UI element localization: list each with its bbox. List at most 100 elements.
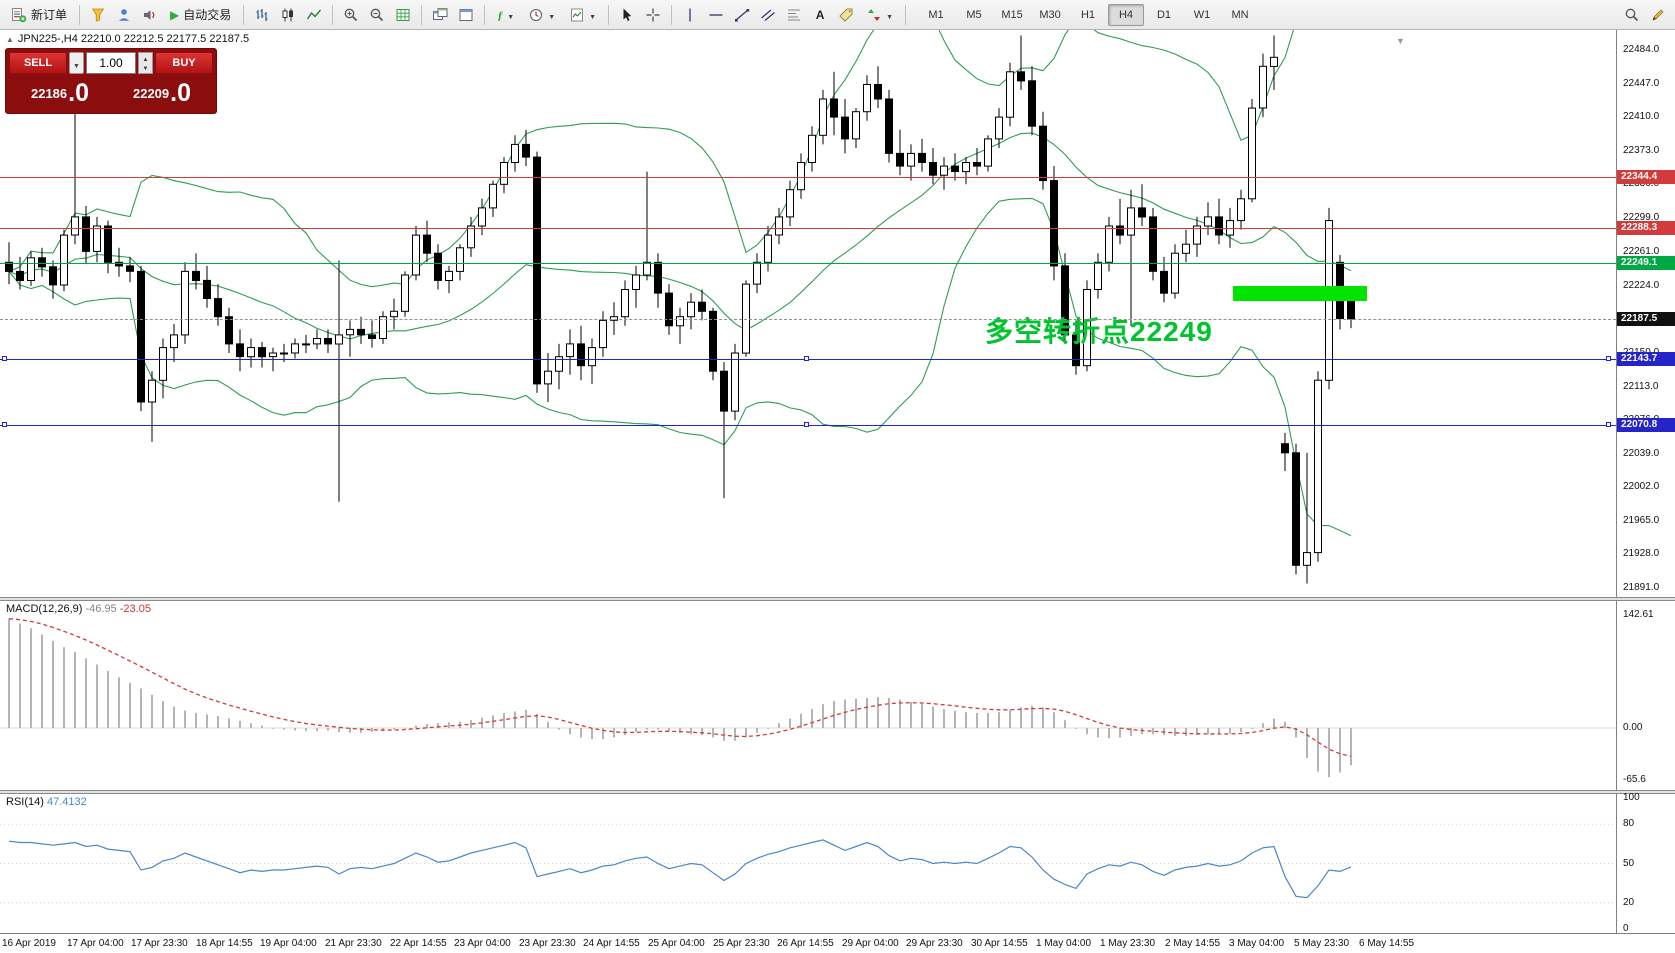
search-button[interactable]	[1620, 3, 1644, 27]
volume-input[interactable]	[86, 52, 136, 74]
rsi-scale-tick: 50	[1623, 858, 1635, 869]
line-handle[interactable]	[1606, 356, 1611, 361]
tile-windows-button[interactable]	[428, 3, 452, 27]
new-order-button[interactable]: 新订单	[5, 3, 73, 27]
chart-plot[interactable]: ▲ JPN225-,H4 22210.0 22212.5 22177.5 221…	[0, 30, 1616, 597]
tab-timeframe-M5[interactable]: M5	[966, 8, 982, 21]
line-handle[interactable]	[804, 356, 809, 361]
trendline-button[interactable]	[730, 3, 754, 27]
time-axis-label: 3 May 04:00	[1229, 938, 1285, 949]
current-price-badge: 22187.5	[1617, 312, 1675, 326]
line-handle[interactable]	[2, 422, 7, 427]
macd-scale-tick: 0.00	[1623, 722, 1643, 733]
buy-price[interactable]: 22209 .0	[111, 76, 213, 110]
arrows-button[interactable]: ▼	[860, 3, 899, 27]
bar-chart-icon	[254, 7, 270, 23]
channel-button[interactable]	[756, 3, 780, 27]
tab-timeframe-H4[interactable]: H4	[1108, 3, 1145, 26]
bar-chart-button[interactable]	[250, 3, 274, 27]
annotation-text[interactable]: 多空转折点22249	[985, 316, 1213, 347]
toolbar-separator	[671, 4, 673, 25]
macd-chart[interactable]	[0, 601, 1616, 790]
horizontal-level-line[interactable]	[0, 263, 1616, 264]
line-handle[interactable]	[2, 356, 7, 361]
fibonacci-button[interactable]	[782, 3, 806, 27]
candlestick-chart-button[interactable]	[276, 3, 300, 27]
highlight-rectangle[interactable]	[1233, 286, 1367, 301]
tab-timeframe-H1[interactable]: H1	[1080, 8, 1096, 21]
macd-axis[interactable]: 142.61 0.00 -65.6	[1616, 601, 1675, 790]
line-handle[interactable]	[1606, 422, 1611, 427]
chart-caption-text: JPN225-,H4 22210.0 22212.5 22177.5 22187…	[17, 33, 250, 45]
chevron-down-icon: ▼	[886, 14, 894, 21]
buy-button[interactable]: BUY	[155, 52, 213, 74]
new-window-button[interactable]	[454, 3, 478, 27]
trendline-icon	[734, 7, 750, 23]
price-tick: 21965.0	[1623, 514, 1660, 526]
time-axis-label: 1 May 04:00	[1036, 938, 1092, 949]
rsi-panel: RSI(14) 47.4132 100 80 50 20 0	[0, 792, 1675, 934]
tab-timeframe-D1[interactable]: D1	[1156, 8, 1172, 21]
market-watch-button[interactable]	[86, 3, 110, 27]
rsi-chart[interactable]	[0, 794, 1616, 933]
rsi-label: RSI(14)	[6, 796, 44, 808]
autotrading-button[interactable]: ▶ 自动交易	[164, 3, 237, 27]
zoom-in-button[interactable]	[339, 3, 363, 27]
panel-splitter[interactable]	[0, 790, 1675, 794]
time-axis[interactable]: 16 Apr 2019 17 Apr 04:00 17 Apr 23:30 18 Ap…	[0, 933, 1675, 953]
new-order-icon	[11, 7, 27, 23]
grid-button[interactable]	[391, 3, 415, 27]
one-click-trading-panel: SELL ▼ ▲ ▼ BUY 22186 .0 22209	[5, 48, 217, 114]
cursor-button[interactable]	[615, 3, 639, 27]
price-tick: 22373.0	[1623, 144, 1660, 156]
profile-button[interactable]	[112, 3, 136, 27]
price-tick: 22039.0	[1623, 447, 1660, 459]
horizontal-level-line[interactable]	[0, 228, 1616, 229]
tab-timeframe-MN[interactable]: MN	[1231, 8, 1249, 21]
indicators-icon: ƒ	[497, 8, 504, 22]
time-axis-label: 29 Apr 23:30	[906, 938, 963, 949]
toolbar-separator	[79, 4, 81, 25]
horizontal-line-button[interactable]	[704, 3, 728, 27]
tab-timeframe-W1[interactable]: W1	[1193, 8, 1211, 21]
zoom-out-button[interactable]	[365, 3, 389, 27]
tile-windows-icon	[432, 7, 448, 23]
line-handle[interactable]	[804, 422, 809, 427]
sound-button[interactable]	[138, 3, 162, 27]
horizontal-line-icon	[708, 7, 724, 23]
crosshair-button[interactable]	[641, 3, 665, 27]
tab-timeframe-M15[interactable]: M15	[1001, 8, 1023, 21]
text-icon: A	[815, 8, 825, 22]
macd-signal-value: -23.05	[119, 603, 151, 615]
rsi-axis[interactable]: 100 80 50 20 0	[1616, 792, 1675, 934]
order-type-dropdown[interactable]: ▼	[69, 52, 84, 74]
volume-spinner[interactable]: ▲ ▼	[138, 52, 153, 74]
templates-button[interactable]: ▼	[563, 3, 602, 27]
time-axis-label: 18 Apr 14:55	[196, 938, 253, 949]
rsi-value: 47.4132	[46, 796, 87, 808]
text-button[interactable]: A	[808, 3, 832, 27]
trade-panel-controls: SELL ▼ ▲ ▼ BUY	[9, 52, 213, 74]
macd-histogram	[8, 618, 1352, 778]
price-tick: 22299.0	[1623, 211, 1660, 223]
label-button[interactable]	[834, 3, 858, 27]
sell-button[interactable]: SELL	[9, 52, 67, 74]
indicators-button[interactable]: ƒ ▼	[491, 3, 520, 27]
timeframe-group: M1 M5 M15 M30 H1 H4 D1 W1 MN	[917, 3, 1259, 26]
horizontal-level-line[interactable]	[0, 177, 1616, 178]
line-chart-button[interactable]	[302, 3, 326, 27]
time-axis-label: 30 Apr 14:55	[971, 938, 1028, 949]
rsi-scale-tick: 80	[1623, 818, 1635, 829]
panel-splitter[interactable]	[0, 597, 1675, 601]
edit-button[interactable]	[1646, 3, 1670, 27]
periods-button[interactable]: ▼	[522, 3, 561, 27]
sell-price[interactable]: 22186 .0	[9, 76, 111, 110]
main-chart: ▲ JPN225-,H4 22210.0 22212.5 22177.5 221…	[0, 30, 1675, 597]
time-axis-label: 25 Apr 23:30	[713, 938, 770, 949]
price-axis[interactable]: 22484.022447.022410.022373.022336.022299…	[1616, 30, 1675, 597]
time-axis-label: 23 Apr 04:00	[454, 938, 511, 949]
tab-timeframe-M30[interactable]: M30	[1039, 8, 1061, 21]
vertical-line-button[interactable]	[678, 3, 702, 27]
tab-timeframe-M1[interactable]: M1	[928, 8, 944, 21]
